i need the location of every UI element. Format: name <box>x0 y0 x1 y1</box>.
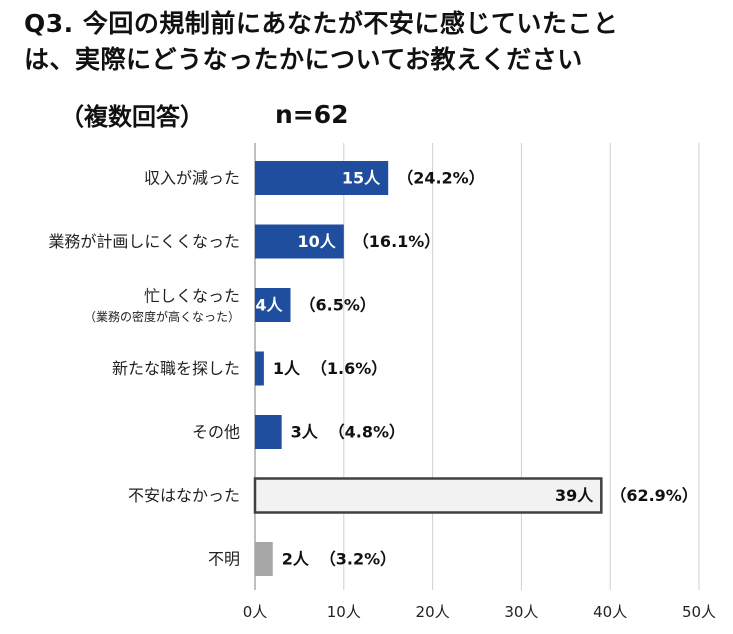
category-sublabel: （業務の密度が高くなった） <box>84 309 240 324</box>
category-label: 新たな職を探した <box>112 359 240 378</box>
bar-percent-label: （4.8%） <box>329 423 405 442</box>
bar <box>253 477 603 514</box>
bar-value-label: 4人 <box>255 296 283 315</box>
category-label: 不安はなかった <box>128 486 240 505</box>
category-label: 業務が計画しにくくなった <box>48 232 240 251</box>
bar <box>255 415 282 449</box>
bar <box>255 161 389 195</box>
x-tick-label: 20人 <box>416 603 450 621</box>
category-label: 不明 <box>208 550 240 569</box>
chart-title: Q3. 今回の規制前にあなたが不安に感じていたこと は、実際にどうなったかについ… <box>24 6 724 78</box>
bar-percent-label: （1.6%） <box>311 359 387 378</box>
bar <box>255 351 264 386</box>
chart-title-line-1: Q3. 今回の規制前にあなたが不安に感じていたこと <box>24 9 619 38</box>
category-label: その他 <box>192 423 240 442</box>
bar-value-label: 10人 <box>298 232 337 251</box>
category-label: 忙しくなった <box>144 287 240 306</box>
chart-title-line-2: は、実際にどうなったかについてお教えください <box>24 45 583 74</box>
bar-value-label: 1人 <box>273 359 301 378</box>
category-label: 収入が減った <box>144 169 240 188</box>
bar-value-label: 15人 <box>342 169 381 188</box>
sample-size: n=62 <box>275 100 349 129</box>
bar-value-label: 2人 <box>282 550 310 569</box>
bar <box>255 224 344 259</box>
bar-value-label: 3人 <box>291 423 319 442</box>
bar-percent-label: （3.2%） <box>320 550 396 569</box>
x-tick-label: 30人 <box>504 603 538 621</box>
bar <box>255 288 291 322</box>
bar-percent-label: （6.5%） <box>300 296 376 315</box>
x-tick-label: 50人 <box>682 603 716 621</box>
bar-percent-label: （62.9%） <box>610 486 698 505</box>
x-tick-label: 0人 <box>243 603 268 621</box>
x-tick-label: 40人 <box>593 603 627 621</box>
bar-percent-label: （16.1%） <box>353 232 441 251</box>
bar-value-label: 39人 <box>555 486 594 505</box>
bar <box>255 542 273 576</box>
bar-percent-label: （24.2%） <box>397 169 485 188</box>
x-tick-label: 10人 <box>327 603 361 621</box>
chart-subtitle: （複数回答） <box>60 103 204 131</box>
